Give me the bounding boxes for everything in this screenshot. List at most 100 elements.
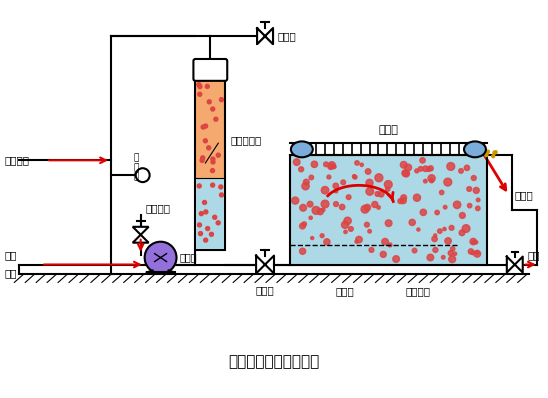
Circle shape — [470, 238, 476, 245]
Circle shape — [216, 221, 220, 225]
Bar — [196, 79, 225, 250]
Circle shape — [312, 207, 320, 215]
Text: 压
力
表: 压 力 表 — [134, 153, 139, 182]
Circle shape — [444, 178, 452, 186]
Text: 压力溶气罐: 压力溶气罐 — [230, 135, 261, 145]
Circle shape — [198, 85, 202, 89]
Circle shape — [420, 209, 426, 215]
Circle shape — [476, 206, 480, 211]
Circle shape — [449, 225, 454, 230]
Circle shape — [427, 254, 433, 261]
Circle shape — [464, 165, 470, 171]
Circle shape — [388, 243, 392, 247]
Circle shape — [197, 83, 201, 87]
Circle shape — [459, 230, 465, 236]
Circle shape — [321, 187, 329, 194]
Circle shape — [471, 251, 475, 255]
Text: 刮渣机: 刮渣机 — [379, 125, 398, 135]
Circle shape — [197, 223, 202, 227]
Circle shape — [207, 146, 210, 150]
Circle shape — [453, 201, 461, 209]
Circle shape — [474, 250, 481, 257]
Circle shape — [204, 238, 208, 242]
Circle shape — [449, 256, 455, 263]
Circle shape — [328, 164, 333, 170]
Circle shape — [356, 236, 362, 243]
Circle shape — [382, 238, 389, 245]
Circle shape — [384, 181, 392, 188]
Circle shape — [380, 252, 386, 258]
Circle shape — [433, 234, 437, 237]
Circle shape — [403, 170, 409, 177]
Text: 化学药剂: 化学药剂 — [146, 203, 170, 213]
Circle shape — [471, 176, 476, 181]
Circle shape — [366, 187, 374, 195]
Circle shape — [364, 222, 369, 227]
Polygon shape — [257, 28, 273, 44]
Circle shape — [304, 179, 309, 185]
Circle shape — [469, 249, 473, 254]
Circle shape — [492, 155, 495, 158]
Circle shape — [450, 247, 455, 251]
Circle shape — [299, 167, 304, 172]
Circle shape — [401, 195, 407, 201]
Circle shape — [364, 204, 370, 211]
Circle shape — [428, 166, 433, 171]
Circle shape — [334, 202, 339, 207]
Circle shape — [200, 158, 204, 162]
Circle shape — [201, 125, 205, 129]
Circle shape — [467, 203, 472, 208]
Text: 空气进入: 空气进入 — [4, 155, 30, 165]
Polygon shape — [256, 256, 274, 273]
Circle shape — [360, 163, 363, 166]
Bar — [196, 178, 224, 249]
Circle shape — [432, 236, 437, 242]
Circle shape — [476, 198, 480, 202]
Circle shape — [328, 162, 335, 169]
Circle shape — [417, 228, 420, 231]
Circle shape — [361, 205, 369, 213]
Circle shape — [333, 183, 339, 189]
Circle shape — [211, 107, 215, 111]
Circle shape — [447, 162, 455, 170]
Circle shape — [324, 162, 328, 167]
Circle shape — [428, 175, 435, 182]
Circle shape — [199, 212, 203, 216]
Circle shape — [300, 248, 306, 254]
Circle shape — [341, 180, 346, 185]
Circle shape — [405, 164, 412, 171]
Circle shape — [486, 152, 488, 154]
Circle shape — [203, 139, 207, 143]
Circle shape — [324, 239, 330, 245]
Circle shape — [214, 117, 218, 121]
Circle shape — [355, 161, 359, 165]
Circle shape — [445, 238, 452, 244]
Circle shape — [441, 256, 445, 259]
Circle shape — [443, 227, 446, 231]
Circle shape — [203, 201, 207, 205]
Circle shape — [302, 222, 306, 226]
Circle shape — [439, 190, 444, 195]
Circle shape — [311, 236, 313, 240]
Circle shape — [393, 256, 399, 262]
Circle shape — [300, 205, 306, 211]
Bar — [290, 155, 487, 265]
Circle shape — [346, 195, 351, 199]
Circle shape — [211, 160, 215, 164]
Circle shape — [423, 166, 429, 172]
Text: 出水: 出水 — [527, 251, 540, 261]
Circle shape — [209, 232, 213, 236]
Text: 减压阀: 减压阀 — [256, 285, 275, 295]
Circle shape — [136, 168, 150, 182]
Circle shape — [204, 210, 208, 214]
Circle shape — [386, 187, 390, 191]
Circle shape — [402, 170, 409, 177]
Circle shape — [420, 158, 425, 163]
Circle shape — [207, 100, 212, 104]
Circle shape — [352, 175, 356, 178]
Circle shape — [369, 248, 374, 252]
Circle shape — [213, 215, 216, 219]
Circle shape — [206, 226, 210, 230]
Circle shape — [355, 240, 358, 243]
Text: 加压泵: 加压泵 — [180, 253, 197, 263]
